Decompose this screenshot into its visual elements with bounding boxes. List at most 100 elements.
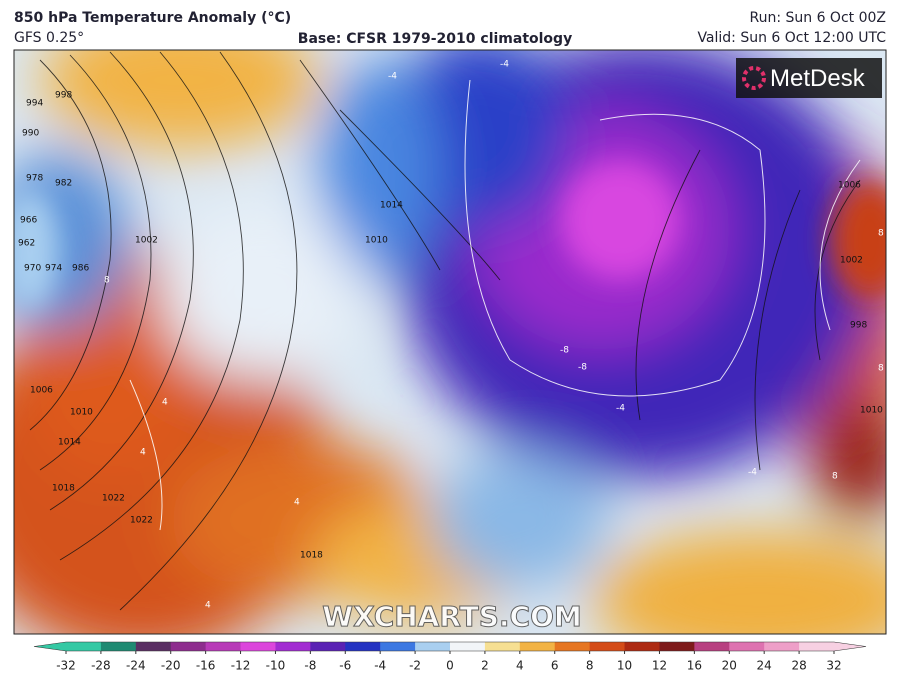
isobar-label: 998: [850, 321, 867, 331]
isotherm-label: -8: [560, 346, 569, 356]
isobar-label: 1002: [135, 236, 158, 246]
colorbar-tick-label: 8: [586, 659, 594, 673]
colorbar-segment: [66, 642, 102, 651]
base: Base: CFSR 1979-2010 climatology: [298, 31, 572, 47]
colorbar-segment: [310, 642, 346, 651]
isotherm-label: 4: [294, 498, 300, 508]
colorbar-segment: [589, 642, 626, 651]
isobar-label: 1006: [838, 181, 861, 191]
isobar-label: 1010: [365, 236, 388, 246]
colorbar-segment: [764, 642, 800, 651]
isobar-label: 1018: [300, 551, 323, 561]
isobar-label: 1014: [380, 201, 403, 211]
colorbar-tick-label: -2: [409, 659, 421, 673]
colorbar-tick-label: -24: [126, 659, 146, 673]
isobar-label: 970: [24, 264, 41, 274]
model: GFS 0.25°: [14, 30, 84, 46]
map-frame: [13, 49, 887, 635]
isotherm-label: -8: [578, 363, 587, 373]
colorbar-segment: [100, 642, 137, 651]
colorbar-arrow-high: [834, 642, 866, 651]
colorbar-segment: [345, 642, 381, 651]
isotherm-label: 4: [140, 448, 146, 458]
isobar-label: 998: [55, 91, 72, 101]
isobar-label: 1022: [102, 494, 125, 504]
watermark: WXCHARTS.COM: [322, 600, 582, 633]
colorbar-tick-label: 10: [617, 659, 632, 673]
colorbar-segment: [135, 642, 172, 651]
colorbar-segment: [799, 642, 835, 651]
isotherm-label: 8: [104, 276, 110, 286]
colorbar-tick-label: -6: [339, 659, 351, 673]
colorbar: -32 -28 -24 -20 -16 -12 -10 -8 -6 -4 -2 0 2 4 6 8 10 12 16…: [33, 641, 867, 673]
isobar-label: 978: [26, 174, 43, 184]
run: Run: Sun 6 Oct 00Z: [749, 10, 886, 26]
isotherm-label: 8: [878, 229, 884, 239]
valid: Valid: Sun 6 Oct 12:00 UTC: [697, 30, 886, 46]
map: 998 994 990 978 982 966 962 970 974 986 1002 1006 10…: [14, 50, 886, 634]
logo-box: [736, 58, 882, 98]
colorbar-segment: [484, 642, 521, 651]
isobar-label: 1002: [840, 256, 863, 266]
colorbar-segment: [205, 642, 242, 651]
colorbar-segment: [729, 642, 765, 651]
colorbar-tick-label: -8: [304, 659, 316, 673]
contour-labels: 998 994 990 978 982 966 962 970 974 986 1002 1006 10…: [18, 60, 884, 611]
colorbar-tick-label: 20: [722, 659, 737, 673]
colorbar-segment: [450, 642, 486, 651]
colorbar-tick-label: -32: [56, 659, 76, 673]
colorbar-tick-label: -12: [231, 659, 251, 673]
isobar-label: 990: [22, 129, 39, 139]
isobar-label: 962: [18, 239, 35, 249]
colorbar-segment: [624, 642, 660, 651]
isotherm-label: -4: [500, 60, 509, 70]
isobar-label: 986: [72, 264, 89, 274]
isotherm-label: 4: [162, 398, 168, 408]
logo-icon: [742, 66, 766, 90]
colorbar-tick-label: -4: [374, 659, 386, 673]
colorbar-segment: [694, 642, 730, 651]
isobar-label: 1018: [52, 484, 75, 494]
colorbar-segment: [380, 642, 416, 651]
title: 850 hPa Temperature Anomaly (°C): [14, 10, 291, 26]
isotherm-label: 8: [832, 472, 838, 482]
colorbar-segment: [275, 642, 311, 651]
colorbar-tick-label: 2: [481, 659, 489, 673]
isotherm-label: -4: [616, 404, 625, 414]
isobar-label: 1010: [70, 408, 93, 418]
colorbar-tick-label: 0: [446, 659, 454, 673]
isobar-label: 1006: [30, 386, 53, 396]
colorbar-tick-label: 12: [652, 659, 667, 673]
colorbar-segment: [554, 642, 591, 651]
colorbar-segment: [659, 642, 695, 651]
isotherm-label: -4: [388, 72, 397, 82]
isotherm-label: 4: [205, 601, 211, 611]
colorbar-tick-label: 6: [551, 659, 559, 673]
colorbar-tick-label: 16: [687, 659, 702, 673]
colorbar-tick-label: 28: [791, 659, 806, 673]
colorbar-arrow-low: [34, 642, 66, 651]
colorbar-segment: [170, 642, 207, 651]
isotherm-label: -4: [748, 468, 757, 478]
colorbar-tick-label: -28: [91, 659, 111, 673]
logo: MetDesk: [770, 65, 866, 92]
isobar-label: 982: [55, 179, 72, 189]
colorbar-segment: [415, 642, 451, 651]
colorbar-tick-label: 24: [757, 659, 772, 673]
isobar-label: 1010: [860, 406, 883, 416]
isotherm-label: 8: [878, 364, 884, 374]
colorbar-tick-label: 4: [516, 659, 524, 673]
colorbar-tick-label: -16: [196, 659, 216, 673]
isobar-label: 1014: [58, 438, 81, 448]
colorbar-segment: [519, 642, 556, 651]
isobar-label: 966: [20, 216, 37, 226]
isobar-label: 994: [26, 99, 43, 109]
isobar-label: 1022: [130, 516, 153, 526]
colorbar-tick-label: -10: [266, 659, 286, 673]
isobar-label: 974: [45, 264, 62, 274]
colorbar-tick-label: 32: [826, 659, 841, 673]
colorbar-tick-label: -20: [161, 659, 181, 673]
colorbar-segment: [240, 642, 276, 651]
